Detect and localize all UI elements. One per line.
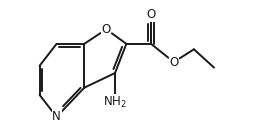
Text: N: N xyxy=(52,110,61,123)
Text: NH$_2$: NH$_2$ xyxy=(103,95,127,110)
Text: O: O xyxy=(102,23,111,36)
Text: O: O xyxy=(169,56,178,69)
Text: O: O xyxy=(146,8,156,21)
